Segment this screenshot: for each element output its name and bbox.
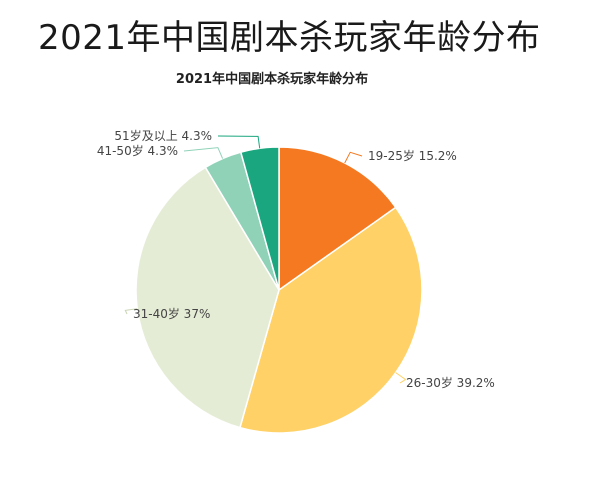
chart-title: 2021年中国剧本杀玩家年龄分布 bbox=[176, 71, 368, 87]
slice-label-3: 31-40岁 37% bbox=[133, 306, 210, 321]
leader-line-2 bbox=[395, 372, 407, 384]
pie-slice-5 bbox=[239, 146, 280, 291]
page-headline: 2021年中国剧本杀玩家年龄分布 bbox=[38, 18, 541, 58]
slice-label-5: 51岁及以上 4.3% bbox=[114, 128, 212, 143]
pie-slice-3 bbox=[135, 166, 280, 429]
leader-line-3 bbox=[124, 308, 138, 315]
slice-label-4: 41-50岁 4.3% bbox=[97, 143, 178, 158]
pie-slices bbox=[135, 146, 423, 434]
leader-line-4 bbox=[183, 147, 224, 159]
slice-label-1: 19-25岁 15.2% bbox=[368, 148, 457, 163]
leader-line-1 bbox=[344, 151, 363, 164]
leader-line-5 bbox=[217, 135, 261, 149]
slice-labels: 19-25岁 15.2% 26-30岁 39.2% 31-40岁 37% 41-50岁… bbox=[97, 128, 495, 390]
slice-label-2: 26-30岁 39.2% bbox=[406, 375, 495, 390]
